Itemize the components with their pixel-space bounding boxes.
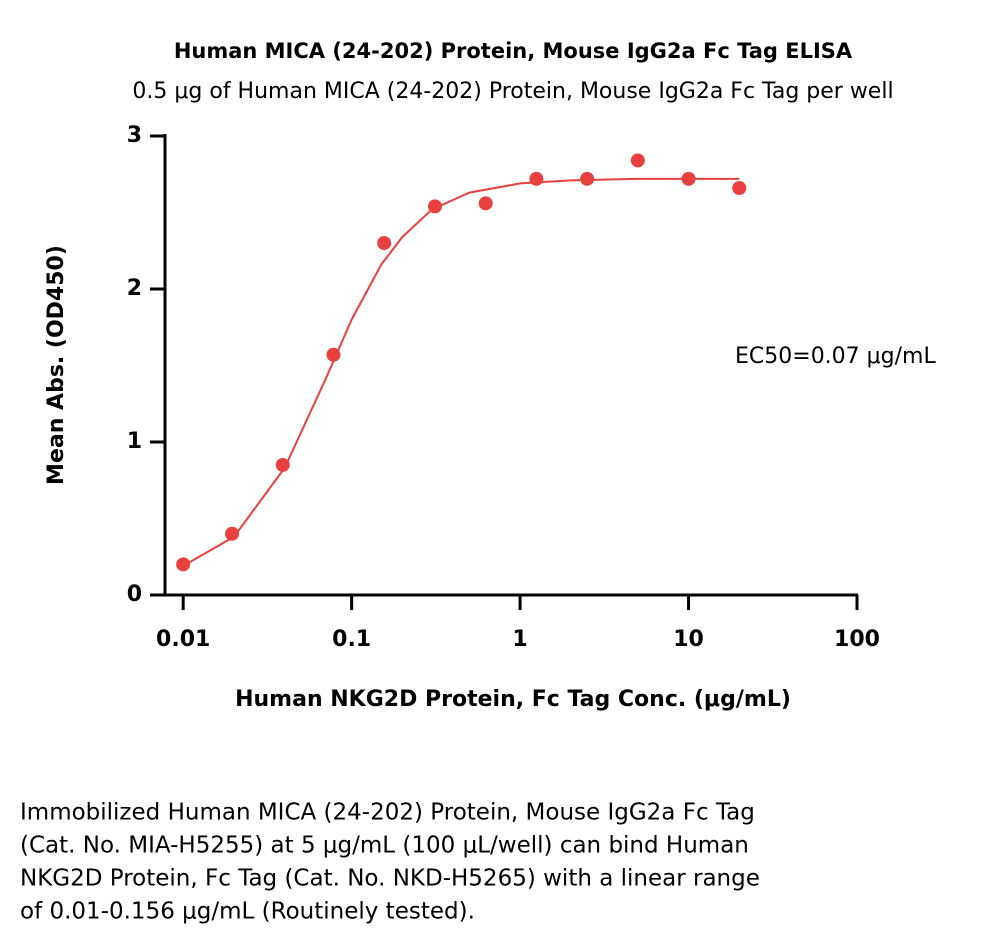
x-tick-label: 100 <box>834 627 880 652</box>
data-point <box>225 526 240 541</box>
data-point <box>732 181 747 196</box>
caption-line: NKG2D Protein, Fc Tag (Cat. No. NKD-H526… <box>20 866 760 892</box>
x-tick-label: 1 <box>512 627 527 652</box>
data-point <box>176 557 191 572</box>
y-tick-label: 1 <box>127 429 142 454</box>
data-point <box>377 236 392 251</box>
chart-title: Human MICA (24-202) Protein, Mouse IgG2a… <box>174 39 853 63</box>
data-point <box>580 171 595 186</box>
annotation: EC50=0.07 μg/mL <box>735 344 936 369</box>
x-axis-label: Human NKG2D Protein, Fc Tag Conc. (μg/mL… <box>235 687 791 712</box>
data-point <box>275 457 290 472</box>
x-tick-label: 0.01 <box>156 627 210 652</box>
y-tick-label: 2 <box>127 276 142 301</box>
y-tick-label: 0 <box>127 582 142 607</box>
fit-curve <box>182 177 740 567</box>
y-axis-label: Mean Abs. (OD450) <box>44 245 69 485</box>
y-tick-label: 3 <box>127 123 142 148</box>
caption-line: Immobilized Human MICA (24-202) Protein,… <box>20 800 755 826</box>
caption-line: (Cat. No. MIA-H5255) at 5 μg/mL (100 μL/… <box>20 833 749 859</box>
x-tick-label: 10 <box>673 627 704 652</box>
data-point <box>478 196 493 211</box>
data-point <box>630 153 645 168</box>
x-tick-label: 0.1 <box>332 627 371 652</box>
chart-subtitle: 0.5 μg of Human MICA (24-202) Protein, M… <box>132 79 893 104</box>
caption-line: of 0.01-0.156 μg/mL (Routinely tested). <box>20 899 475 925</box>
